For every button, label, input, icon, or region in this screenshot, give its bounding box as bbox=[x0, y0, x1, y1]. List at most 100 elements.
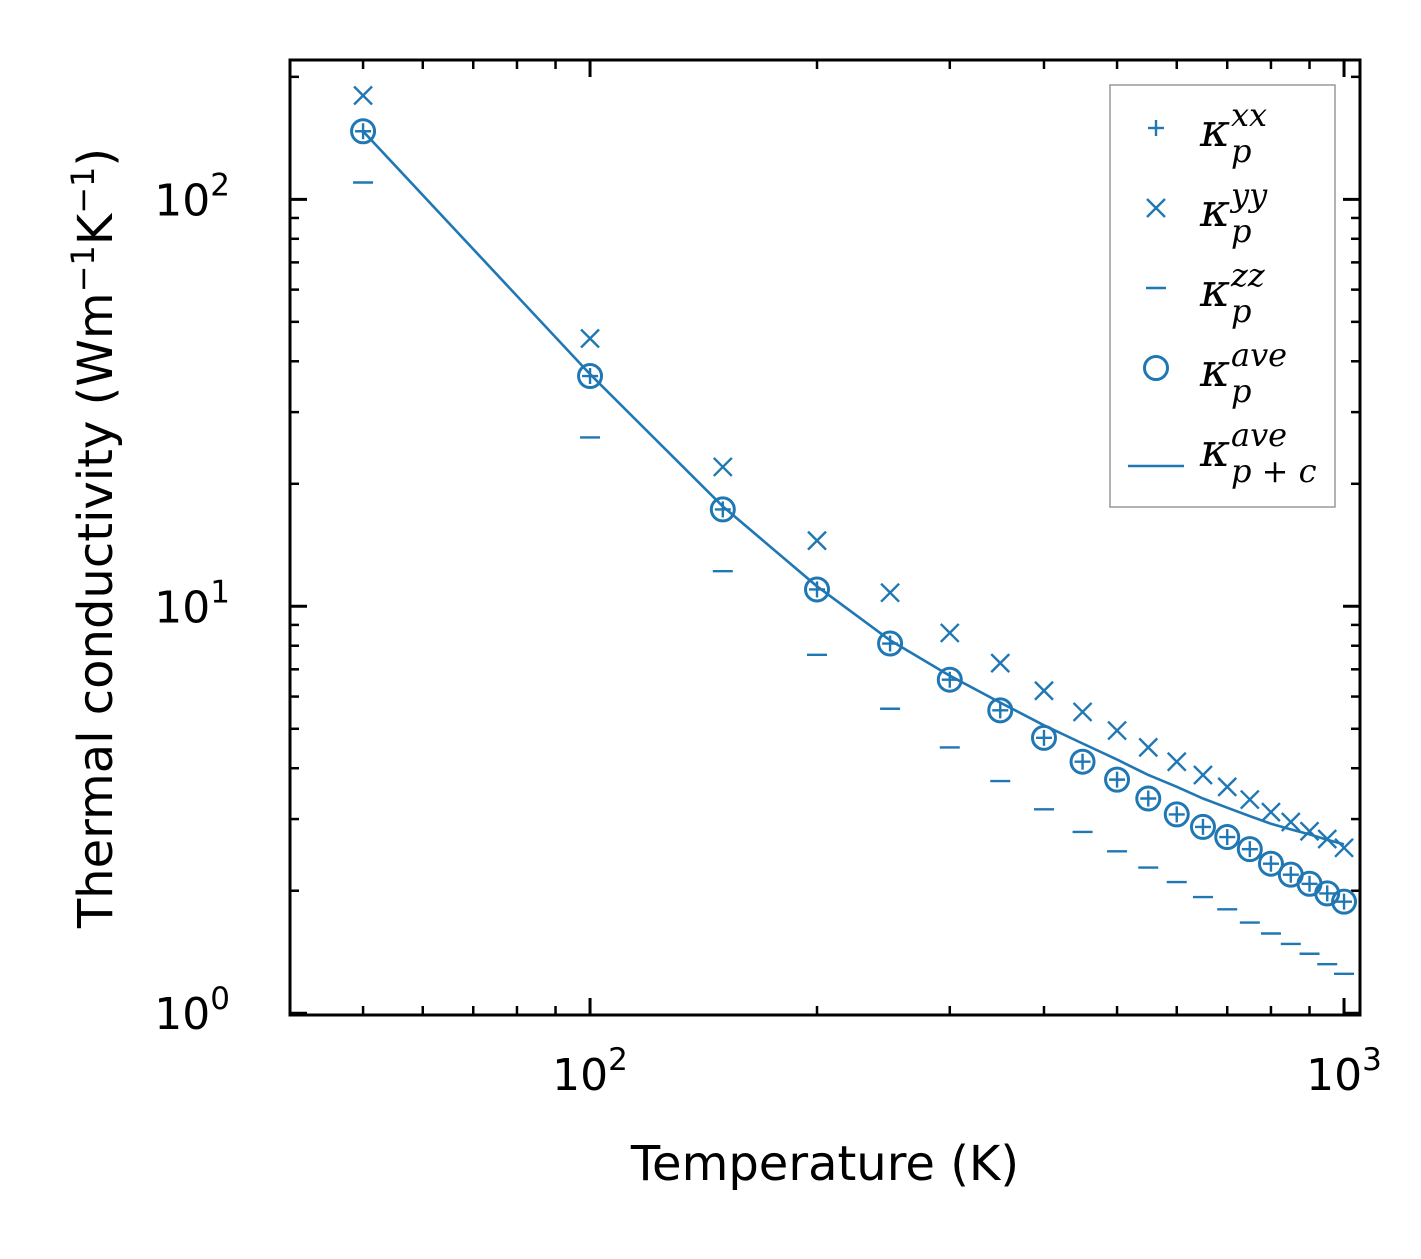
legend-item-kappa_p_xx: κ xxp bbox=[1148, 96, 1267, 170]
data-point-kappa_p_yy bbox=[1107, 720, 1127, 741]
legend-marker-kappa_p_yy bbox=[1146, 198, 1166, 218]
data-point-kappa_p_yy-b bbox=[880, 582, 900, 603]
data-point-kappa_p_ave bbox=[877, 630, 904, 657]
legend-label-sub-kappa_pc_ave: p + c bbox=[1231, 452, 1317, 490]
data-point-kappa_p_yy bbox=[990, 653, 1011, 673]
data-point-kappa_p_yy-b bbox=[1299, 821, 1320, 842]
legend-label-base-kappa_p_zz: κ bbox=[1199, 263, 1230, 317]
data-point-kappa_p_xx bbox=[1262, 855, 1279, 872]
data-point-kappa_p_yy bbox=[1217, 776, 1238, 797]
data-point-kappa_p_ave bbox=[1314, 880, 1341, 907]
legend-label-base-kappa_pc_ave: κ bbox=[1199, 423, 1230, 477]
data-point-kappa_p_yy-b bbox=[1166, 751, 1187, 772]
data-point-kappa_p_ave bbox=[1135, 785, 1162, 812]
series-line-kappa_pc_ave bbox=[362, 130, 1345, 846]
y-axis-label: Thermal conductivity (Wm−1K−1) bbox=[64, 148, 124, 929]
y-axis-label-exp2: −1 bbox=[64, 167, 102, 214]
data-point-kappa_p_ave bbox=[350, 118, 377, 145]
data-point-kappa_p_ave bbox=[1104, 766, 1131, 793]
data-point-kappa_p_ave bbox=[936, 666, 963, 693]
legend-marker-kappa_p_xx bbox=[1148, 120, 1164, 136]
data-point-kappa_p_yy bbox=[712, 457, 733, 477]
data-point-kappa_p_ave bbox=[1069, 748, 1096, 775]
data-point-kappa_p_ave bbox=[987, 697, 1014, 724]
y-tick-label: 102 bbox=[154, 167, 230, 226]
series-kappa_p_ave bbox=[350, 118, 1358, 915]
data-point-kappa_p_yy-b bbox=[353, 85, 373, 106]
legend-label-sup-kappa_p_ave: ave bbox=[1231, 336, 1287, 374]
data-point-kappa_p_xx bbox=[582, 368, 599, 385]
series-kappa_p_zz bbox=[353, 181, 1355, 975]
legend-label-sub-kappa_p_zz: p bbox=[1231, 292, 1251, 330]
data-point-kappa_p_ave bbox=[1236, 836, 1263, 863]
x-tick-label-base: 10 bbox=[1306, 1050, 1362, 1101]
y-axis-label-main: Thermal conductivity (Wm bbox=[68, 292, 124, 929]
legend-label-sup-kappa_p_yy: yy bbox=[1229, 176, 1268, 214]
data-point-kappa_p_xx bbox=[1282, 866, 1299, 883]
data-point-kappa_p_yy-b bbox=[1217, 776, 1238, 797]
y-axis-label-exp1: −1 bbox=[64, 245, 102, 292]
data-point-kappa_p_yy-b bbox=[1261, 802, 1281, 822]
data-point-kappa_p_yy bbox=[1261, 802, 1281, 822]
data-point-kappa_p_xx bbox=[1336, 893, 1353, 910]
y-tick-label-base: 10 bbox=[154, 175, 210, 226]
data-point-kappa_p_yy bbox=[1034, 680, 1054, 701]
legend-label-sup-kappa_p_xx: xx bbox=[1231, 96, 1267, 134]
data-point-kappa_p_yy-b bbox=[580, 328, 600, 349]
data-point-kappa_p_xx bbox=[1219, 829, 1236, 846]
data-point-kappa_p_ave bbox=[709, 496, 736, 523]
data-point-kappa_p_yy bbox=[880, 582, 900, 603]
data-point-kappa_p_yy bbox=[353, 85, 373, 106]
x-tick-label-exp: 3 bbox=[1362, 1042, 1382, 1078]
legend-label-sub-kappa_p_ave: p bbox=[1231, 372, 1251, 410]
plot-content bbox=[350, 85, 1358, 975]
y-tick-label: 100 bbox=[154, 981, 230, 1040]
plot-frame bbox=[288, 58, 1362, 1017]
data-point-kappa_p_ave bbox=[1189, 813, 1216, 840]
data-point-kappa_p_yy-b bbox=[712, 457, 733, 477]
data-point-kappa_p_yy-b bbox=[990, 653, 1011, 673]
data-point-kappa_p_yy bbox=[1239, 789, 1260, 810]
data-point-kappa_p_xx bbox=[1109, 771, 1126, 788]
data-point-kappa_p_xx bbox=[1035, 729, 1052, 746]
data-point-kappa_p_yy-b bbox=[1107, 720, 1127, 741]
data-point-kappa_p_xx bbox=[992, 702, 1009, 719]
data-point-kappa_p_xx bbox=[1194, 818, 1211, 835]
data-point-kappa_p_yy-b bbox=[1072, 702, 1093, 722]
y-axis-label-mid: K bbox=[68, 212, 124, 245]
data-point-kappa_p_xx bbox=[1074, 753, 1091, 770]
x-tick-label-exp: 2 bbox=[608, 1042, 628, 1078]
data-point-kappa_p_ave bbox=[577, 363, 604, 390]
data-point-kappa_p_ave bbox=[804, 576, 831, 603]
legend-marker-kappa_p_yy-b bbox=[1146, 198, 1166, 218]
data-point-kappa_p_yy bbox=[807, 530, 827, 551]
series-kappa_pc_ave bbox=[362, 130, 1345, 846]
y-tick-label-exp: 0 bbox=[210, 981, 230, 1017]
legend-item-kappa_p_yy: κ yyp bbox=[1146, 176, 1268, 250]
x-tick-label: 102 bbox=[552, 1042, 628, 1101]
legend-item-kappa_p_zz: κ zzp bbox=[1146, 256, 1266, 330]
data-point-kappa_p_yy-b bbox=[807, 530, 827, 551]
data-point-kappa_p_ave bbox=[1214, 824, 1241, 851]
x-tick-label-base: 10 bbox=[552, 1050, 608, 1101]
data-point-kappa_p_xx bbox=[1241, 841, 1258, 858]
data-point-kappa_p_ave bbox=[1331, 888, 1358, 915]
legend-label-base-kappa_p_ave: κ bbox=[1199, 343, 1230, 397]
x-axis-label: Temperature (K) bbox=[630, 1136, 1019, 1192]
data-point-kappa_p_xx bbox=[1140, 790, 1157, 807]
legend-marker-kappa_p_ave bbox=[1143, 355, 1169, 381]
data-point-kappa_p_yy-b bbox=[1138, 737, 1159, 758]
data-point-kappa_p_yy bbox=[580, 328, 600, 349]
y-tick-label-base: 10 bbox=[154, 582, 210, 633]
legend-label-sup-kappa_p_zz: zz bbox=[1230, 256, 1266, 294]
data-point-kappa_p_xx bbox=[1319, 885, 1336, 902]
data-point-kappa_p_yy bbox=[1138, 737, 1159, 758]
legend-label-sup-kappa_pc_ave: ave bbox=[1231, 416, 1287, 454]
data-point-kappa_p_yy bbox=[1166, 751, 1187, 772]
data-point-kappa_p_yy-b bbox=[1193, 765, 1213, 785]
legend-label-base-kappa_p_yy: κ bbox=[1199, 183, 1230, 237]
data-point-kappa_p_yy-b bbox=[1034, 680, 1054, 701]
